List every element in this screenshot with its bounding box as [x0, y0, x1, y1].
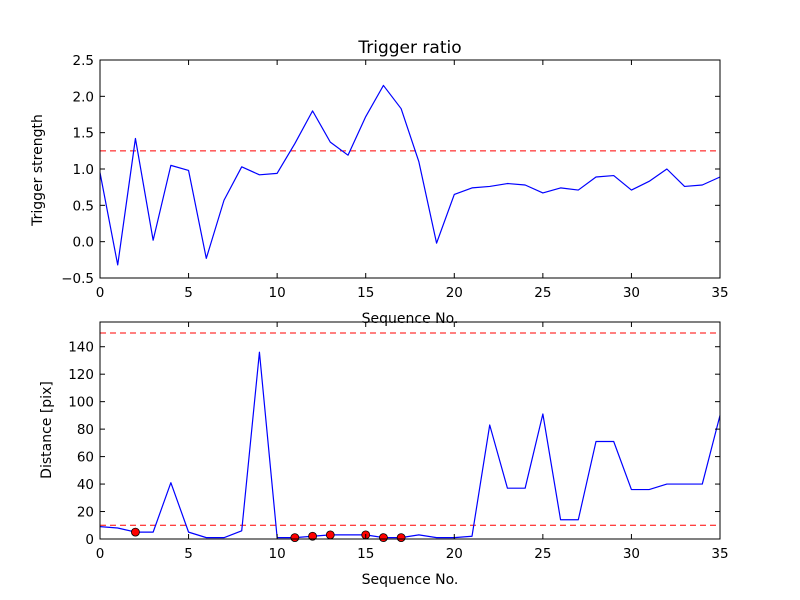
y-tick-label: 60 [77, 450, 94, 466]
x-tick-label: 5 [184, 285, 193, 301]
y-tick-label: 80 [77, 422, 94, 438]
y-axis-label: Trigger strength [30, 114, 46, 227]
y-tick-label: 0 [85, 532, 94, 548]
distance-subplot: Sequence No. Distance [pix] 0 5 10 15 20 25 30… [39, 321, 729, 588]
y-tick-label: 2.5 [73, 53, 94, 69]
x-tick-label: 15 [357, 546, 374, 562]
y-tick-label: 0.0 [73, 235, 94, 251]
y-tick-label: 0.5 [73, 198, 94, 214]
y-tick-label: 2.0 [73, 89, 94, 105]
x-tick-label: 0 [96, 546, 105, 562]
y-tick-label: 40 [77, 477, 94, 493]
x-tick-label: 0 [96, 285, 105, 301]
y-tick-label: 140 [68, 340, 94, 356]
data-point-marker [290, 533, 300, 543]
y-tick-label: 20 [77, 505, 94, 521]
x-tick-label: 25 [534, 546, 551, 562]
y-tick-label: 120 [68, 367, 94, 383]
x-tick-label: 35 [711, 285, 728, 301]
data-point-marker [131, 527, 140, 537]
chart-title: Trigger ratio [357, 38, 461, 58]
y-tick-label: 100 [68, 395, 94, 411]
y-ticks: 0 20 40 60 80 100 120 140 [68, 340, 720, 548]
series-line [99, 84, 721, 266]
y-tick-label: −0.5 [61, 271, 94, 287]
x-tick-label: 20 [446, 285, 463, 301]
x-axis-label: Sequence No. [362, 311, 459, 327]
x-tick-label: 5 [184, 546, 193, 562]
x-tick-label: 10 [269, 285, 286, 301]
x-ticks: 0 5 10 15 20 25 30 35 [96, 322, 729, 562]
x-axis-label: Sequence No. [362, 572, 459, 588]
trigger-ratio-subplot: Trigger ratio Sequence No. Trigger stren… [30, 38, 729, 327]
x-ticks: 0 5 10 15 20 25 30 35 [96, 60, 729, 301]
series-line [99, 351, 721, 539]
plot-area [99, 84, 721, 266]
data-point-marker [308, 531, 317, 541]
x-tick-label: 25 [534, 285, 551, 301]
y-tick-label: 1.5 [73, 126, 94, 142]
x-tick-label: 30 [623, 546, 640, 562]
axes-frame [99, 59, 721, 279]
y-axis-label: Distance [pix] [39, 381, 55, 479]
y-tick-label: 1.0 [73, 162, 94, 178]
axes-frame [99, 321, 721, 540]
y-ticks: −0.5 0.0 0.5 1.0 1.5 2.0 2.5 [61, 53, 720, 287]
x-tick-label: 30 [623, 285, 640, 301]
x-tick-label: 20 [446, 546, 463, 562]
x-tick-label: 10 [269, 546, 286, 562]
plot-area [99, 332, 721, 543]
x-tick-label: 15 [357, 285, 374, 301]
data-point-marker [379, 533, 388, 543]
x-tick-label: 35 [711, 546, 728, 562]
data-point-marker [396, 533, 406, 543]
data-point-marker [325, 530, 335, 540]
